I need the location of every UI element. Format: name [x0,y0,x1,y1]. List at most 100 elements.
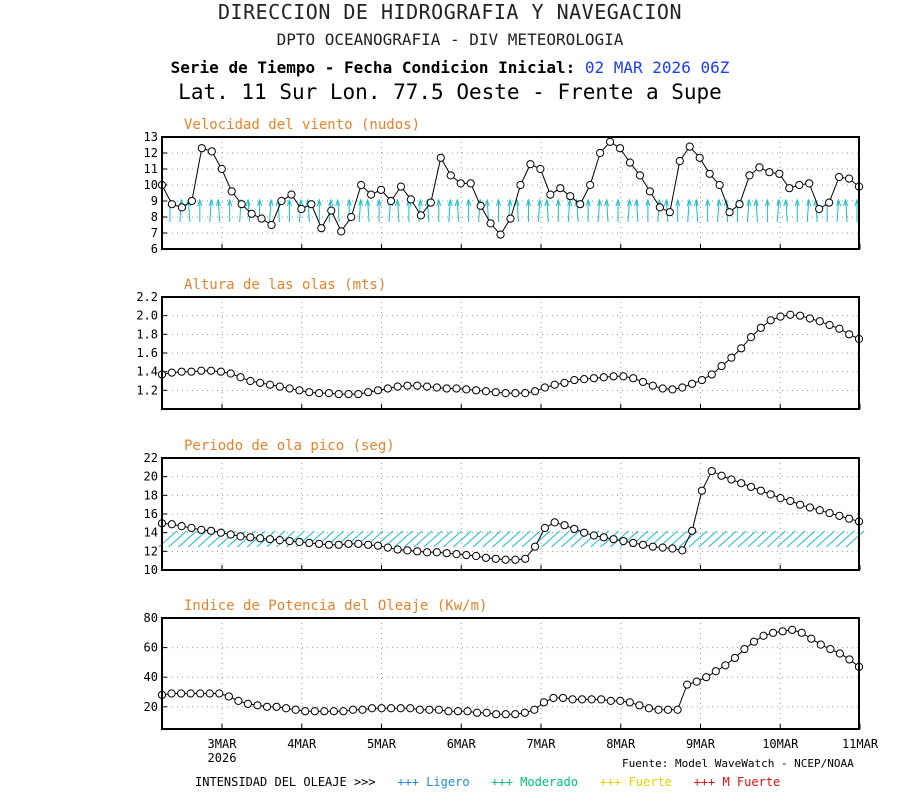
y-tick-label: 2.0 [136,309,158,323]
data-point [287,190,296,199]
data-point [788,625,797,634]
wind-arrow-head [693,198,699,207]
data-point [393,382,402,391]
data-point [648,542,657,551]
wind-arrow [776,199,780,223]
data-point [206,526,216,535]
data-point [556,184,565,193]
data-point [805,314,815,323]
legend-light: +++ Ligero [397,775,470,789]
data-point [815,506,824,515]
wave-arrow [816,530,835,548]
data-point [765,168,774,177]
data-point [596,148,605,158]
wind-arrow [746,199,750,223]
wave-arrow [786,530,806,548]
data-source-note: Fuente: Model WaveWatch - NCEP/NOAA [622,757,854,770]
data-point [746,482,756,492]
data-point [422,548,432,557]
series-label: Serie de Tiempo - Fecha Condicion Inicia… [170,58,576,77]
wave-arrow [551,530,570,548]
wave-arrow [776,530,796,548]
data-point [616,696,625,705]
data-point [745,171,754,180]
data-point [472,551,481,561]
wind-arrow [337,199,340,223]
wind-arrow [358,199,362,223]
wind-arrow [836,199,840,223]
data-point [560,521,569,530]
y-tick-label: 11 [144,162,158,176]
data-point [721,661,730,670]
data-point [491,554,500,563]
intensity-legend: INTENSIDAD DEL OLEAJE >>> +++ Ligero +++… [195,775,780,789]
data-point [197,525,206,534]
data-point [373,541,383,550]
wind-arrow-head [358,198,364,207]
data-point [310,707,319,716]
data-point [462,385,471,394]
data-point [187,523,196,533]
wind-arrow-head [604,198,610,207]
data-point [476,201,485,210]
data-point [227,187,236,196]
data-point [756,486,765,495]
wind-arrow-head [806,198,812,207]
data-point [177,367,186,376]
data-point [737,479,746,488]
wave-arrow [502,530,521,548]
data-point [463,707,472,716]
data-point [501,389,510,398]
data-point [511,710,520,719]
data-point [697,486,707,495]
data-point [217,164,226,174]
data-point [692,677,701,686]
data-point [844,174,854,183]
data-point [702,673,711,682]
data-point [426,198,435,207]
data-point [695,153,704,162]
data-point [675,156,684,166]
wind-arrow [567,199,571,223]
x-tick-label: 3MAR [208,737,238,751]
data-point [737,344,746,353]
data-point [520,708,529,717]
data-point [835,649,845,658]
data-point [825,320,834,330]
data-point [625,158,635,167]
data-point [324,389,333,398]
data-point [187,367,196,376]
wind-arrow-head [794,198,800,207]
y-tick-label: 8 [151,210,158,224]
data-point [530,387,540,396]
data-point [845,514,854,523]
wave-arrow [747,530,767,548]
data-point [481,553,491,562]
data-point [442,384,451,393]
data-point [805,179,814,188]
data-point [638,540,648,549]
data-point [196,689,205,698]
data-point [826,644,835,654]
wind-arrow-head [645,198,651,207]
data-point [295,537,304,547]
data-point [253,701,262,710]
data-point [167,689,176,698]
data-point [619,372,628,381]
y-tick-label: 13 [144,130,158,144]
wave-arrow [462,530,482,548]
data-point [347,212,356,222]
wave-arrow [403,530,423,548]
data-point [615,144,625,153]
data-point [305,538,314,548]
y-tick-label: 16 [144,507,158,521]
data-point [835,511,844,520]
data-point [291,705,300,714]
data-point [247,209,256,218]
wind-arrow-head [555,198,561,207]
wind-arrow-head [597,198,603,207]
data-point [177,522,186,531]
data-point [466,179,475,188]
data-point [314,539,324,548]
data-point [526,160,535,169]
